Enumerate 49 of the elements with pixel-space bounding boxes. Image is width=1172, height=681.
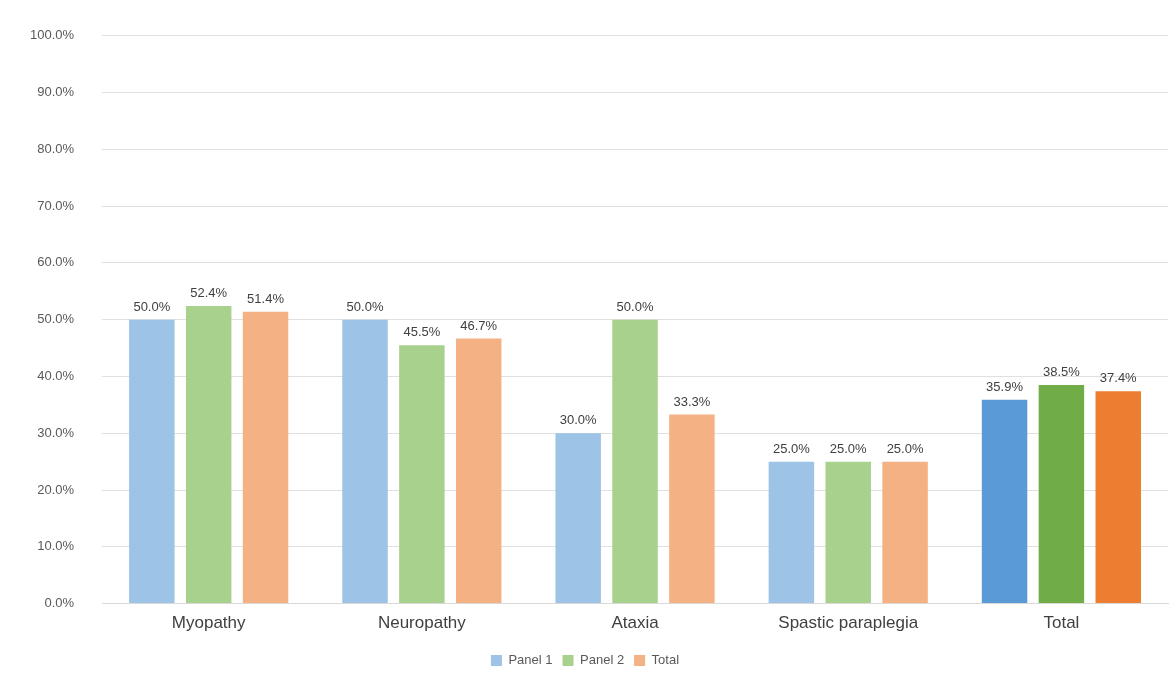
y-tick-label: 0.0% (44, 595, 75, 611)
data-label: 25.0% (829, 440, 868, 456)
x-tick-label: Ataxia (611, 613, 660, 633)
data-label: 50.0% (346, 298, 384, 314)
bar (242, 311, 289, 604)
data-label: 37.4% (1099, 370, 1138, 386)
bar (399, 345, 445, 604)
data-label: 50.0% (133, 298, 171, 314)
y-tick-label: 100.0% (30, 27, 75, 43)
bar (882, 461, 928, 604)
y-tick-label: 30.0% (37, 424, 75, 440)
x-tick-label: Neuropathy (377, 613, 467, 633)
y-tick-label: 10.0% (37, 538, 75, 554)
data-label: 25.0% (772, 440, 811, 456)
bar (129, 319, 175, 604)
bar (669, 414, 715, 604)
bar (612, 319, 658, 604)
bar (555, 433, 601, 604)
x-tick-label: Total (1043, 613, 1080, 633)
legend-label: Panel 2 (580, 652, 625, 668)
legend-label: Total (651, 652, 680, 668)
y-tick-label: 50.0% (37, 311, 75, 327)
data-label: 50.0% (616, 298, 654, 314)
y-tick-label: 20.0% (37, 481, 75, 497)
bar (1095, 391, 1141, 604)
data-label: 52.4% (190, 285, 228, 301)
data-label: 45.5% (403, 324, 441, 340)
bar (768, 461, 815, 604)
x-tick-label: Spastic paraplegia (778, 613, 919, 633)
x-tick-label: Myopathy (171, 613, 247, 633)
y-tick-label: 60.0% (37, 254, 75, 270)
y-tick-label: 40.0% (37, 368, 75, 384)
bar (455, 338, 502, 604)
data-label: 35.9% (986, 378, 1024, 394)
bar (981, 399, 1028, 604)
bar (825, 461, 871, 604)
y-tick-label: 70.0% (37, 197, 75, 213)
y-tick-label: 80.0% (37, 140, 75, 156)
y-tick-label: 90.0% (37, 84, 75, 100)
bar (342, 319, 388, 604)
legend-label: Panel 1 (508, 652, 553, 668)
data-label: 30.0% (559, 412, 598, 428)
data-label: 33.3% (673, 393, 711, 409)
data-label: 38.5% (1042, 364, 1081, 380)
bar (185, 306, 232, 604)
data-label: 25.0% (886, 440, 924, 456)
data-label: 51.4% (247, 290, 285, 306)
bar (1038, 385, 1085, 604)
data-label: 46.7% (460, 317, 498, 333)
